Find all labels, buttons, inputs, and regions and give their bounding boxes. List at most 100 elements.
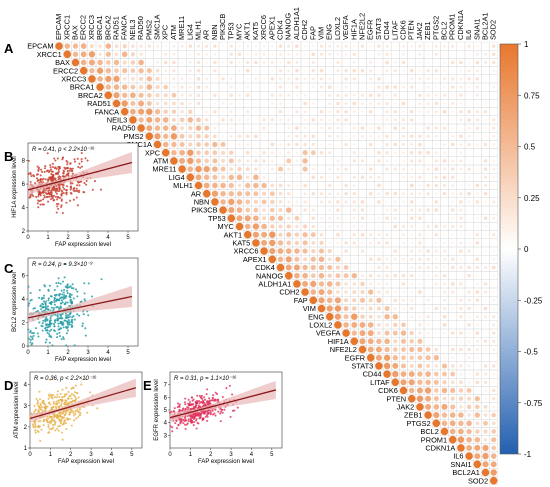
row-label: SMC1A — [126, 140, 152, 149]
scatter-point — [36, 165, 39, 168]
matrix-correlation-circle — [459, 60, 463, 65]
matrix-correlation-circle — [467, 347, 471, 352]
y-tick-label: 5 — [164, 408, 168, 414]
column-label: CDK6 — [399, 20, 408, 40]
matrix-correlation-circle — [204, 134, 209, 139]
matrix-correlation-circle — [418, 52, 422, 56]
matrix-correlation-circle — [459, 315, 463, 319]
scatter-point — [65, 201, 68, 204]
scatter-point — [223, 408, 226, 411]
matrix-correlation-circle — [402, 315, 405, 318]
row-label: EGFR — [345, 353, 366, 362]
scatter-point — [55, 192, 58, 195]
matrix-correlation-circle — [220, 182, 226, 189]
scatter-point — [51, 417, 54, 420]
scatter-point — [75, 397, 78, 400]
scatter-point — [198, 417, 201, 420]
matrix-correlation-circle — [491, 364, 496, 368]
row-label: FANCA — [94, 107, 119, 116]
matrix-correlation-circle — [459, 134, 463, 139]
scatter-point — [59, 322, 62, 325]
matrix-correlation-circle — [385, 191, 389, 196]
matrix-correlation-circle — [351, 272, 358, 279]
matrix-correlation-circle — [493, 111, 495, 113]
matrix-correlation-circle — [213, 52, 217, 56]
matrix-correlation-circle — [467, 176, 471, 179]
y-axis-label: BCL2 expression level — [12, 272, 18, 332]
matrix-correlation-circle — [203, 174, 210, 181]
matrix-correlation-circle — [246, 159, 250, 163]
matrix-correlation-circle — [459, 184, 462, 187]
row-label: BAX — [55, 58, 70, 67]
scatter-point — [214, 399, 217, 402]
matrix-correlation-circle — [352, 93, 356, 97]
matrix-correlation-circle — [386, 184, 388, 187]
matrix-correlation-circle — [451, 53, 454, 56]
matrix-correlation-circle — [400, 363, 407, 369]
scatter-point — [52, 402, 55, 405]
matrix-correlation-circle — [449, 420, 456, 427]
matrix-correlation-circle — [400, 330, 407, 336]
scatter-point — [78, 413, 81, 417]
scatter-point — [61, 415, 64, 418]
scatter-point — [50, 427, 53, 431]
scatter-point — [50, 416, 53, 419]
scatter-point — [48, 284, 51, 287]
matrix-correlation-circle — [490, 469, 497, 476]
matrix-correlation-circle — [304, 86, 306, 88]
x-tick-label: 0 — [168, 452, 172, 458]
scatter-point — [45, 338, 48, 341]
matrix-correlation-circle — [334, 297, 341, 304]
matrix-correlation-circle — [353, 86, 356, 88]
scatter-point — [190, 420, 193, 423]
y-tick-label: 4 — [22, 297, 26, 303]
matrix-correlation-circle — [392, 314, 398, 320]
scatter-point — [194, 406, 197, 409]
scatter-point — [47, 200, 50, 203]
matrix-correlation-circle — [451, 217, 454, 220]
matrix-correlation-circle — [476, 159, 479, 162]
colorbar-tick-label: 1 — [524, 40, 529, 49]
scatter-point — [50, 396, 53, 399]
matrix-correlation-circle — [467, 184, 471, 187]
matrix-correlation-circle — [434, 224, 439, 229]
matrix-correlation-circle — [490, 461, 497, 468]
matrix-correlation-circle — [369, 135, 372, 138]
column-label: NFE2L2 — [358, 13, 367, 40]
matrix-correlation-circle — [336, 208, 340, 212]
matrix-correlation-circle — [369, 201, 372, 203]
matrix-correlation-circle — [287, 52, 291, 56]
matrix-correlation-circle — [409, 216, 414, 221]
scatter-point — [59, 282, 62, 285]
column-label: PROM1 — [448, 14, 457, 40]
scatter-point — [57, 322, 60, 325]
matrix-correlation-circle — [443, 257, 446, 261]
matrix-correlation-circle — [229, 85, 233, 89]
scatter-point — [64, 419, 67, 422]
matrix-correlation-circle — [345, 176, 348, 179]
matrix-correlation-circle — [351, 313, 358, 320]
scatter-point — [38, 390, 41, 393]
matrix-correlation-circle — [442, 396, 447, 401]
scatter-point — [65, 286, 68, 289]
matrix-correlation-circle — [228, 182, 234, 189]
matrix-correlation-circle — [416, 395, 424, 402]
matrix-correlation-circle — [370, 225, 372, 228]
matrix-correlation-circle — [377, 274, 381, 278]
matrix-correlation-circle — [493, 94, 495, 96]
matrix-correlation-circle — [287, 142, 291, 147]
scatter-point — [192, 417, 195, 420]
scatter-point — [184, 417, 187, 421]
scatter-point — [61, 388, 64, 391]
matrix-correlation-circle — [253, 215, 259, 222]
matrix-correlation-circle — [353, 225, 356, 228]
matrix-correlation-circle — [450, 208, 455, 212]
matrix-correlation-circle — [105, 43, 112, 49]
matrix-correlation-circle — [484, 233, 487, 236]
matrix-correlation-circle — [367, 322, 374, 328]
scatter-point — [72, 411, 75, 414]
matrix-correlation-circle — [360, 126, 365, 130]
scatter-point — [36, 310, 39, 313]
scatter-point — [71, 410, 74, 413]
scatter-point — [57, 207, 60, 211]
